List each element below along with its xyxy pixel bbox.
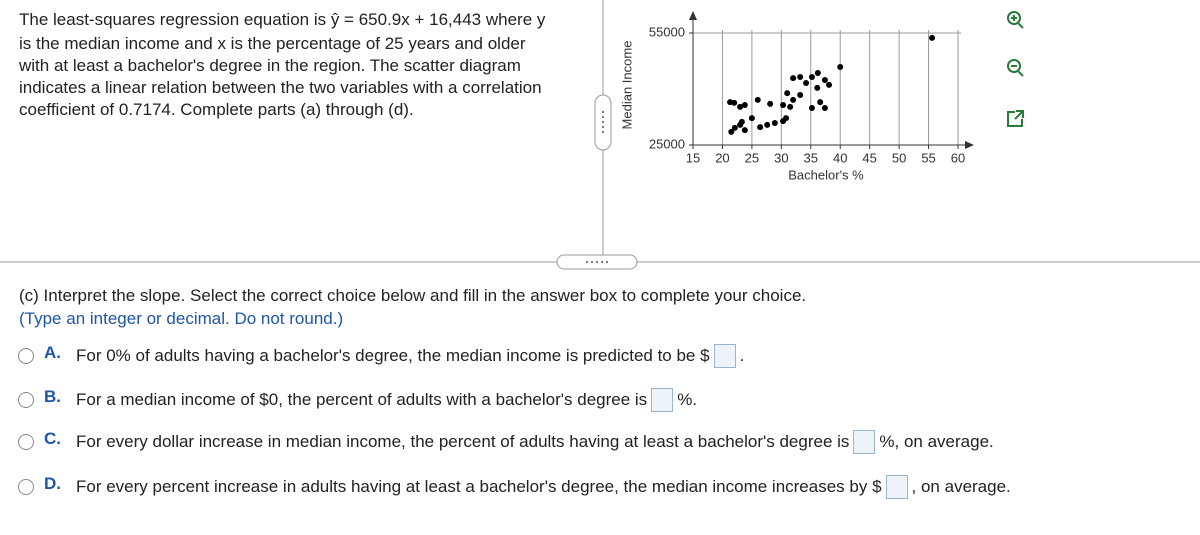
option: A. For 0% of adults having a bachelor's d… [18, 343, 745, 368]
point [817, 99, 824, 106]
radio[interactable] [18, 392, 34, 408]
x-tick-label: 60 [951, 150, 965, 165]
point [757, 124, 764, 131]
point [784, 90, 791, 97]
point [808, 74, 815, 81]
x-axis-label: Bachelor's % [788, 167, 864, 182]
option-letter: C. [44, 429, 61, 448]
point [783, 115, 790, 122]
point [790, 96, 797, 103]
option: C. For every dollar increase in median in… [18, 429, 994, 454]
radio[interactable] [18, 434, 34, 450]
point [767, 100, 774, 107]
problem-line: coefficient of 0.7174. Complete parts (a… [19, 100, 414, 119]
x-tick-label: 25 [745, 150, 759, 165]
point [814, 69, 821, 76]
option-letter: D. [44, 474, 61, 493]
point [728, 128, 735, 135]
point [731, 124, 738, 131]
point [780, 102, 787, 109]
option: D. For every percent increase in adults h… [18, 474, 1011, 499]
x-tick-label: 45 [862, 150, 876, 165]
point [808, 105, 815, 112]
option-suffix: , on average. [911, 477, 1011, 496]
point [737, 103, 744, 110]
point [837, 63, 844, 70]
problem-line: indicates a linear relation between the … [19, 78, 542, 97]
point [741, 127, 748, 134]
option-suffix: . [739, 346, 745, 365]
point [764, 121, 771, 128]
y-axis-arrow [689, 11, 697, 20]
option-text: For a median income of $0, the percent o… [76, 390, 648, 409]
x-tick-label: 40 [833, 150, 847, 165]
point [754, 96, 761, 103]
option-text: For every percent increase in adults hav… [76, 477, 882, 496]
point [929, 34, 936, 41]
radio[interactable] [18, 479, 34, 495]
answer-box[interactable] [651, 388, 674, 412]
x-axis-arrow [965, 141, 974, 149]
option-suffix: %, on average. [879, 432, 994, 451]
point [814, 84, 821, 91]
question-title: (c) Interpret the slope. Select the corr… [19, 286, 807, 305]
handle-dots [586, 111, 608, 263]
point [771, 119, 778, 126]
x-tick-label: 15 [686, 150, 700, 165]
answer-box[interactable] [853, 430, 876, 454]
instruction: (Type an integer or decimal. Do not roun… [19, 309, 344, 328]
point [748, 115, 755, 122]
option: B. For a median income of $0, the percent… [18, 387, 698, 412]
y-axis-label: Median Income [619, 41, 634, 130]
x-tick-label: 35 [804, 150, 818, 165]
x-tick-label: 20 [715, 150, 729, 165]
x-tick-label: 50 [892, 150, 906, 165]
answer-box[interactable] [885, 475, 908, 499]
point [787, 103, 794, 110]
option-text: For every dollar increase in median inco… [76, 432, 850, 451]
x-tick-label: 30 [774, 150, 788, 165]
option-suffix: %. [677, 390, 698, 409]
option-text: For 0% of adults having a bachelor's deg… [76, 346, 710, 365]
y-tick-label: 55000 [649, 24, 685, 39]
zoom-out-icon[interactable] [1007, 59, 1024, 77]
point [821, 77, 828, 84]
point [741, 102, 748, 109]
point [790, 75, 797, 82]
problem-line: with at least a bachelor's degree in the… [19, 56, 521, 75]
answer-box[interactable] [713, 344, 736, 368]
point [738, 118, 745, 125]
problem-line: The least-squares regression equation is… [19, 10, 546, 29]
x-tick-label: 55 [921, 150, 935, 165]
point [803, 80, 810, 87]
zoom-in-icon[interactable] [1007, 11, 1024, 29]
y-tick-label: 25000 [649, 136, 685, 151]
point [797, 74, 804, 81]
option-letter: A. [44, 343, 61, 362]
problem-line: is the median income and x is the percen… [19, 34, 526, 53]
point [731, 99, 738, 106]
popout-icon[interactable] [1007, 110, 1024, 127]
point [821, 105, 828, 112]
point [826, 81, 833, 88]
radio[interactable] [18, 348, 34, 364]
option-letter: B. [44, 387, 61, 406]
point [797, 91, 804, 98]
